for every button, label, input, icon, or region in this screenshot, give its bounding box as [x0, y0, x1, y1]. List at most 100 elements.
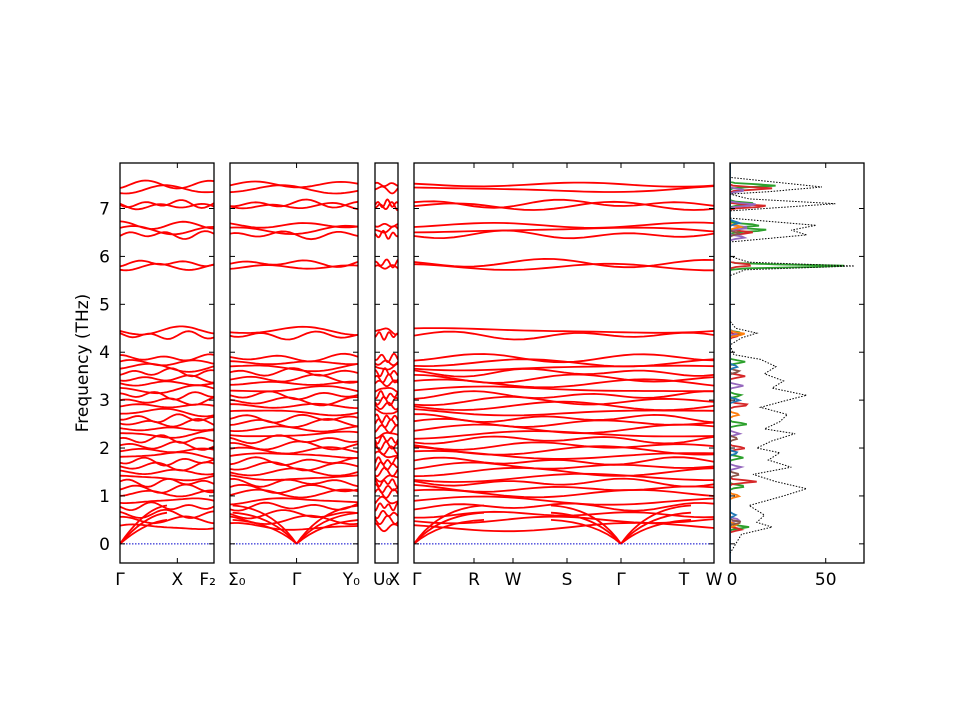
band-line [230, 497, 358, 506]
band-line [120, 367, 214, 378]
band-line [414, 385, 714, 392]
band-line [375, 510, 398, 520]
band-line [230, 452, 358, 459]
band-line [120, 483, 214, 494]
acoustic-branch [550, 519, 622, 545]
band-line [230, 409, 358, 417]
y-tick-label: 0 [99, 535, 110, 555]
acoustic-branch [620, 511, 692, 545]
band-line [414, 390, 714, 400]
band-line [120, 362, 214, 373]
high-symmetry-label: U₀ [373, 570, 392, 590]
band-line [120, 426, 214, 432]
band-line [375, 495, 398, 505]
dos-panel [730, 163, 855, 563]
band-line [414, 413, 714, 424]
band-line [230, 259, 358, 268]
acoustic-branch [550, 504, 622, 545]
y-tick-label: 3 [99, 391, 110, 411]
band-line [230, 230, 358, 241]
band-line [375, 432, 398, 439]
band-line [120, 330, 214, 340]
band-line [230, 352, 358, 363]
band-line [230, 201, 358, 211]
acoustic-branch [414, 519, 485, 545]
band-line [230, 367, 358, 377]
high-symmetry-label: Γ [115, 570, 125, 590]
band-line [120, 468, 214, 476]
band-line [230, 402, 358, 409]
band-line [414, 373, 714, 384]
band-line [375, 501, 398, 512]
band-line [375, 229, 398, 240]
band-line [375, 456, 398, 466]
band-line [375, 483, 398, 494]
acoustic-branch [232, 504, 298, 545]
band-line [375, 181, 398, 188]
band-panel-frame-2 [374, 162, 399, 564]
dos-x-tick-label: 0 [727, 570, 738, 590]
band-line [230, 330, 358, 341]
band-line [120, 451, 214, 460]
band-panel-3 [414, 181, 714, 545]
band-line [414, 461, 714, 470]
high-symmetry-label: Γ [616, 570, 626, 590]
band-line [414, 221, 714, 229]
band-line [414, 466, 714, 478]
band-line [414, 484, 714, 493]
band-line [120, 391, 214, 401]
band-line [120, 380, 214, 387]
acoustic-branch [120, 542, 121, 544]
band-line [230, 430, 358, 438]
band-line [230, 385, 358, 393]
acoustic-branch [120, 542, 121, 544]
band-line [375, 396, 398, 407]
high-symmetry-label: X [388, 570, 400, 590]
band-line [375, 386, 398, 394]
band-line [375, 352, 398, 364]
band-line [120, 359, 214, 367]
band-line [375, 408, 398, 415]
band-line [230, 363, 358, 373]
band-line [230, 522, 358, 531]
band-line [414, 330, 714, 341]
high-symmetry-label: S [562, 570, 573, 590]
band-panel-0 [120, 179, 214, 545]
band-line [120, 374, 214, 384]
high-symmetry-label: Y₀ [342, 570, 360, 590]
high-symmetry-label: R [468, 570, 480, 590]
band-line [230, 198, 358, 209]
band-line [120, 384, 214, 395]
band-panel-frame-1 [229, 162, 359, 564]
band-line [120, 199, 214, 209]
band-line [414, 396, 714, 407]
band-line [230, 477, 358, 488]
band-line [120, 220, 214, 230]
band-line [120, 259, 214, 268]
band-line [120, 413, 214, 424]
band-line [375, 423, 398, 434]
band-line [414, 477, 714, 488]
band-line [414, 456, 714, 466]
band-line [375, 331, 398, 341]
band-line [120, 396, 214, 406]
band-line [414, 185, 714, 193]
band-line [230, 483, 358, 494]
y-tick-label: 7 [99, 200, 110, 220]
band-panel-frame-3 [413, 162, 715, 564]
high-symmetry-label: F₂ [199, 570, 216, 590]
band-line [230, 396, 358, 407]
band-line [120, 184, 214, 195]
band-line [120, 434, 214, 444]
band-line [120, 353, 214, 362]
band-line [120, 230, 214, 240]
band-line [414, 423, 714, 435]
dos-panel-frame [729, 162, 865, 564]
band-line [120, 474, 214, 482]
band-line [230, 390, 358, 401]
band-line [120, 509, 214, 519]
acoustic-branch [120, 542, 121, 544]
band-line [375, 373, 398, 384]
band-line [414, 502, 714, 512]
band-line [375, 434, 398, 445]
